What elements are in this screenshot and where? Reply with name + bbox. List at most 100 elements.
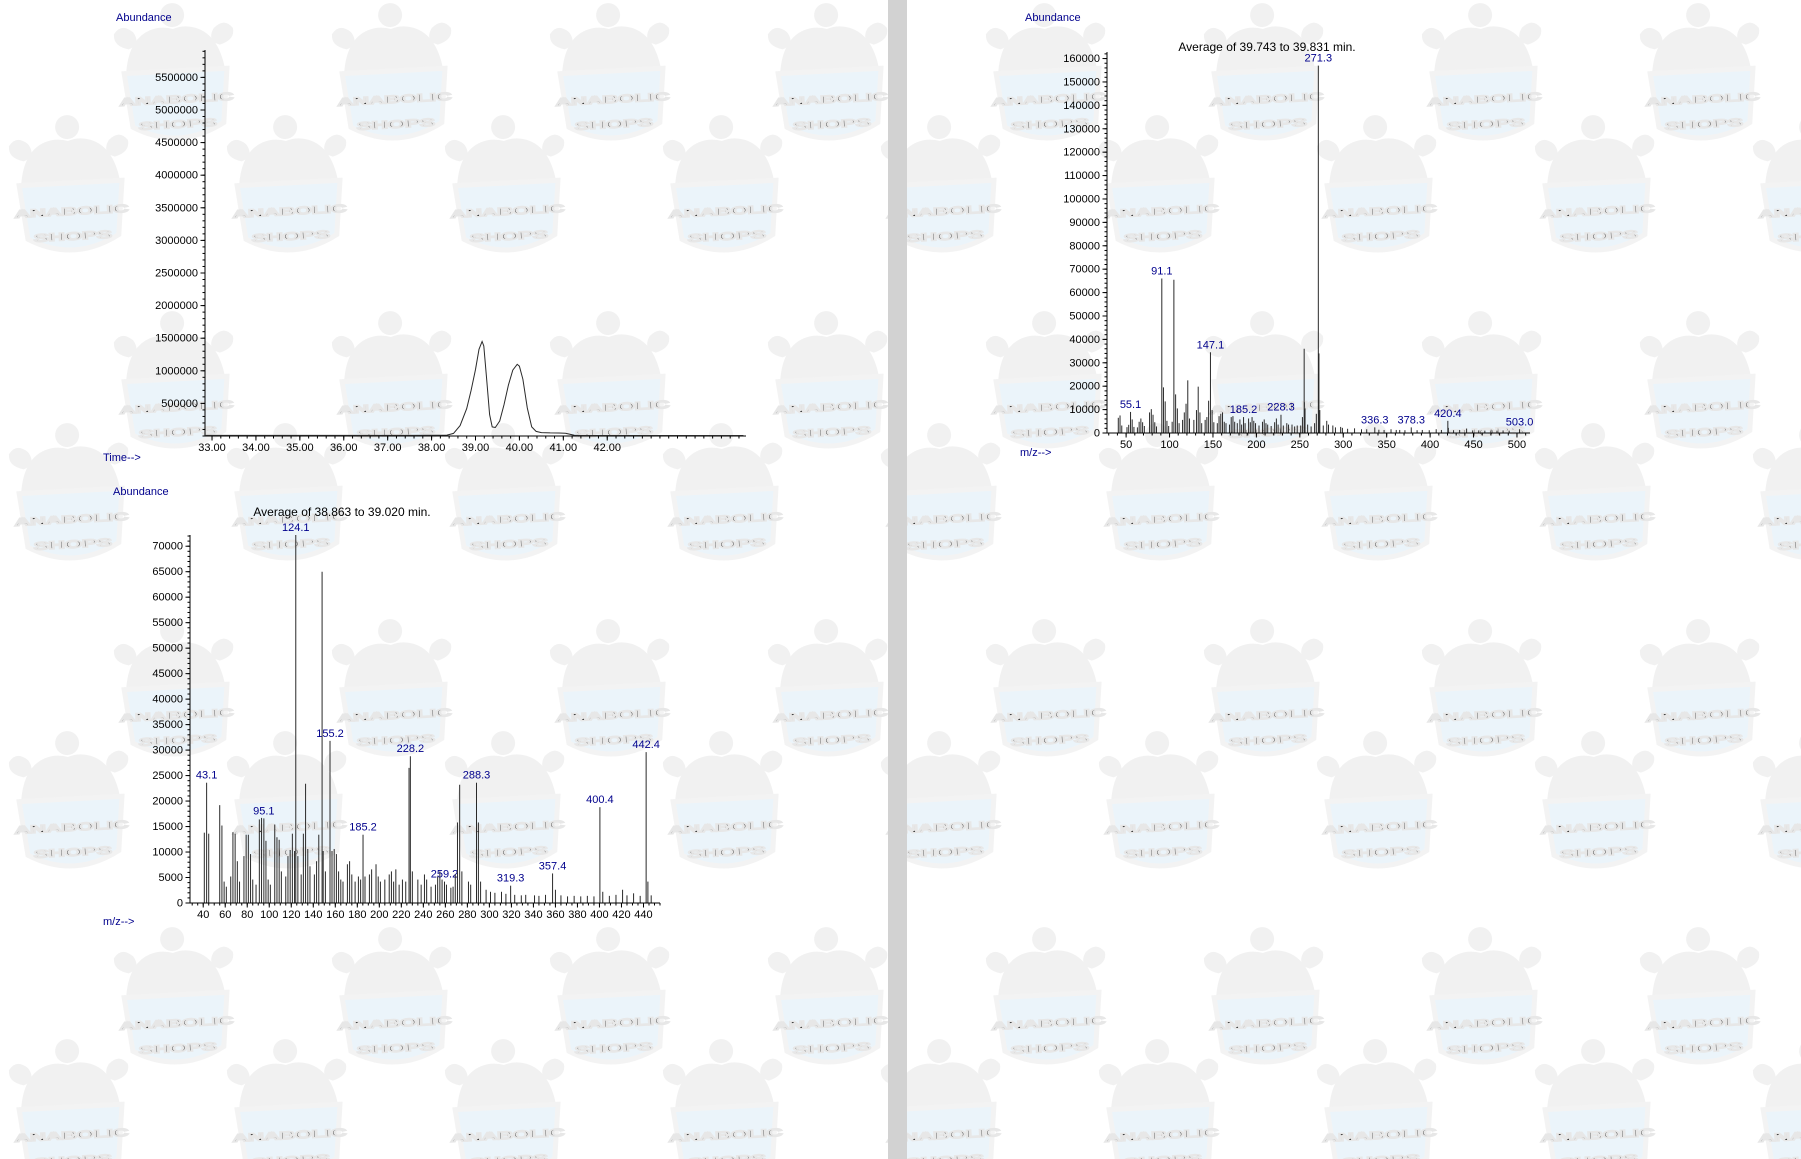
chromatogram-trace xyxy=(205,340,744,436)
x-tick-label: 320 xyxy=(502,909,520,921)
peak-label: 288.3 xyxy=(463,770,491,782)
y-tick-label: 500000 xyxy=(161,398,198,410)
x-tick-label: 34.00 xyxy=(242,442,270,454)
peak-label: 442.4 xyxy=(632,739,660,751)
x-tick-label: 450 xyxy=(1464,439,1482,451)
x-tick-label: 200 xyxy=(370,909,388,921)
x-tick-label: 500 xyxy=(1508,439,1526,451)
peak-label: 228.3 xyxy=(1267,402,1295,414)
x-tick-label: 100 xyxy=(1160,439,1178,451)
x-tick-label: 33.00 xyxy=(198,442,226,454)
ms-right-mz-label: m/z--> xyxy=(1020,447,1052,459)
y-tick-label: 5500000 xyxy=(155,72,198,84)
tic-time-label: Time--> xyxy=(103,452,141,464)
x-tick-label: 340 xyxy=(524,909,542,921)
y-tick-label: 80000 xyxy=(1069,240,1100,252)
x-tick-label: 350 xyxy=(1378,439,1396,451)
peak-label: 185.2 xyxy=(1230,404,1258,416)
page-left: ANABOLIC SHOPS ANABOLIC SHOPS ANABOLIC SHOPS A… xyxy=(0,0,888,1159)
y-tick-label: 10000 xyxy=(152,847,183,859)
peak-label: 147.1 xyxy=(1197,339,1225,351)
y-tick-label: 60000 xyxy=(152,592,183,604)
y-tick-label: 45000 xyxy=(152,668,183,680)
peak-label: 155.2 xyxy=(316,728,344,740)
peak-label: 420.4 xyxy=(1434,408,1462,420)
x-tick-label: 180 xyxy=(348,909,366,921)
y-tick-label: 140000 xyxy=(1063,100,1100,112)
x-tick-label: 400 xyxy=(1421,439,1439,451)
ms-right-title: Average of 39.743 to 39.831 min. xyxy=(1178,40,1356,54)
x-tick-label: 60 xyxy=(219,909,231,921)
x-tick-label: 100 xyxy=(260,909,278,921)
y-tick-label: 110000 xyxy=(1064,170,1100,182)
x-tick-label: 37.00 xyxy=(374,442,402,454)
x-tick-label: 250 xyxy=(1291,439,1309,451)
peak-label: 319.3 xyxy=(497,873,525,885)
y-tick-label: 30000 xyxy=(152,745,183,757)
peak-label: 259.2 xyxy=(431,869,459,881)
x-tick-label: 120 xyxy=(282,909,300,921)
y-tick-label: 15000 xyxy=(152,821,183,833)
left-page-charts: 33.00 34.00 35.00 36.00 37.00 38.00 39.00 40.00… xyxy=(152,50,746,921)
peak-label: 400.4 xyxy=(586,794,614,806)
x-tick-label: 240 xyxy=(414,909,432,921)
y-tick-label: 40000 xyxy=(1069,334,1100,346)
x-tick-label: 440 xyxy=(634,909,652,921)
peak-label: 91.1 xyxy=(1151,266,1172,278)
y-tick-label: 5000000 xyxy=(155,104,198,116)
peak-label: 185.2 xyxy=(349,822,377,834)
peak-label: 43.1 xyxy=(196,770,217,782)
x-tick-label: 35.00 xyxy=(286,442,314,454)
y-tick-label: 25000 xyxy=(152,770,183,782)
y-tick-label: 50000 xyxy=(152,643,183,655)
y-tick-label: 20000 xyxy=(152,796,183,808)
ms-left-abundance-label: Abundance xyxy=(113,486,169,498)
y-tick-label: 100000 xyxy=(1063,193,1100,205)
y-tick-label: 150000 xyxy=(1063,76,1100,88)
x-tick-label: 39.00 xyxy=(462,442,490,454)
y-tick-label: 3500000 xyxy=(155,202,198,214)
y-tick-label: 90000 xyxy=(1069,217,1100,229)
x-tick-label: 160 xyxy=(326,909,344,921)
x-tick-label: 420 xyxy=(612,909,630,921)
x-tick-label: 300 xyxy=(480,909,498,921)
y-tick-label: 1500000 xyxy=(155,333,198,345)
y-tick-label: 120000 xyxy=(1063,147,1100,159)
x-tick-label: 38.00 xyxy=(418,442,446,454)
x-tick-label: 380 xyxy=(568,909,586,921)
ms-left-mz-label: m/z--> xyxy=(103,916,135,928)
x-tick-label: 42.00 xyxy=(593,442,621,454)
ms-right-abundance-label: Abundance xyxy=(1025,12,1081,24)
peak-label: 271.3 xyxy=(1305,53,1333,65)
peak-label: 55.1 xyxy=(1120,399,1141,411)
x-tick-label: 150 xyxy=(1204,439,1222,451)
y-tick-label: 2500000 xyxy=(155,267,198,279)
peak-label: 124.1 xyxy=(282,522,310,534)
y-tick-label: 55000 xyxy=(152,617,183,629)
tic-abundance-label: Abundance xyxy=(116,12,172,24)
x-tick-label: 200 xyxy=(1247,439,1265,451)
peak-label: 95.1 xyxy=(253,805,274,817)
y-tick-label: 60000 xyxy=(1069,287,1100,299)
x-tick-label: 360 xyxy=(546,909,564,921)
y-tick-label: 3000000 xyxy=(155,235,198,247)
x-tick-label: 260 xyxy=(436,909,454,921)
x-tick-label: 41.00 xyxy=(550,442,578,454)
ms-left-title: Average of 38.863 to 39.020 min. xyxy=(253,505,431,519)
y-tick-label: 2000000 xyxy=(155,300,198,312)
y-tick-label: 0 xyxy=(177,898,183,910)
page-right: ANABOLIC SHOPS ANABOLIC SHOPS ANABOLIC SHOPS A… xyxy=(907,0,1801,1159)
y-tick-label: 20000 xyxy=(1069,381,1100,393)
y-tick-label: 4500000 xyxy=(155,137,198,149)
peak-label: 228.2 xyxy=(397,743,425,755)
y-tick-label: 50000 xyxy=(1069,310,1100,322)
y-tick-label: 1000000 xyxy=(155,365,198,377)
y-tick-label: 40000 xyxy=(152,694,183,706)
x-tick-label: 400 xyxy=(590,909,608,921)
y-tick-label: 160000 xyxy=(1063,53,1100,65)
right-page-charts: 50 100 150 200 250 300 350 400 450 500 0 10000 20000… xyxy=(1063,52,1533,451)
x-tick-label: 40.00 xyxy=(506,442,534,454)
y-tick-label: 65000 xyxy=(152,566,183,578)
y-tick-label: 0 xyxy=(1094,428,1100,440)
x-tick-label: 300 xyxy=(1334,439,1352,451)
